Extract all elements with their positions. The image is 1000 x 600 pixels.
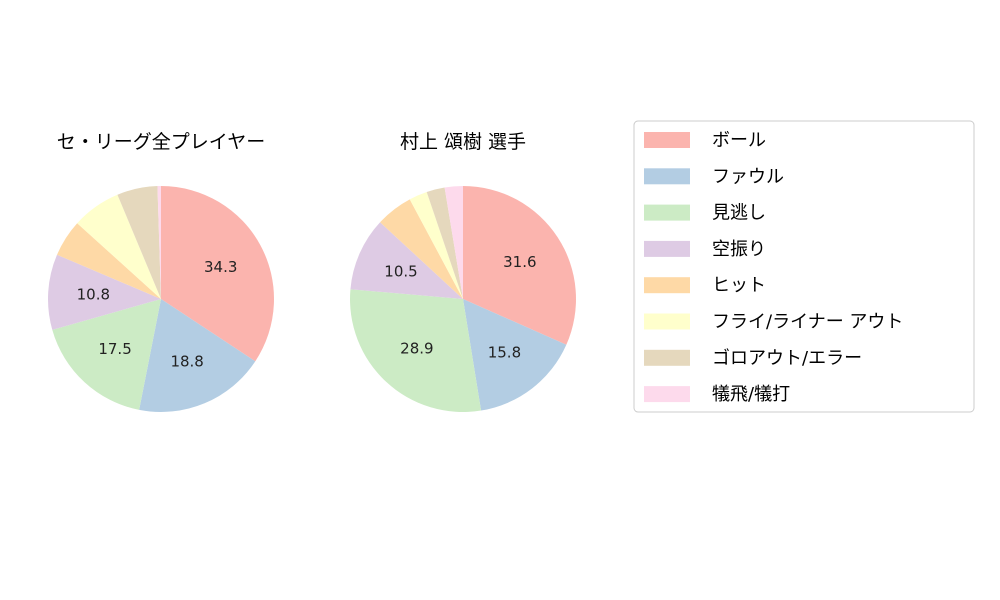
legend-label: ゴロアウト/エラー — [712, 348, 862, 369]
pie-title-1: セ・リーグ全プレイヤー — [57, 131, 265, 153]
pie-title-2: 村上 頌樹 選手 — [400, 131, 526, 153]
legend-label: ファウル — [712, 166, 784, 187]
pie-slice — [409, 191, 463, 299]
legend-label: ボール — [712, 130, 766, 151]
slice-data-label: 34.3 — [204, 258, 237, 276]
slice-data-label: 17.5 — [98, 340, 131, 358]
legend-swatch — [644, 168, 690, 185]
pie-slice — [350, 222, 463, 299]
legend-swatch — [644, 132, 690, 148]
pie-slice — [77, 194, 161, 299]
slice-data-label: 18.8 — [170, 353, 203, 371]
slice-data-label: 28.9 — [400, 340, 433, 358]
pie-slice — [426, 187, 463, 299]
legend-swatch — [644, 204, 690, 221]
pie-slice — [380, 199, 463, 299]
legend-swatch — [644, 277, 690, 294]
legend-swatch — [644, 386, 690, 403]
pie-slice — [48, 254, 162, 330]
slice-data-label: 10.5 — [384, 263, 417, 281]
pie-slice — [463, 186, 576, 345]
pie-slice — [463, 299, 567, 411]
legend-label: 犠飛/犠打 — [712, 384, 790, 405]
legend-label: ヒット — [712, 275, 766, 296]
legend-label: 空振り — [712, 239, 766, 260]
pie-slice — [57, 223, 161, 299]
legend-swatch — [644, 240, 690, 257]
slice-data-label: 15.8 — [488, 344, 521, 362]
slice-data-label: 31.6 — [503, 253, 536, 271]
slice-data-label: 10.8 — [77, 286, 110, 304]
legend-swatch — [644, 313, 690, 330]
legend-swatch — [644, 349, 690, 366]
pie-slice — [444, 186, 463, 299]
legend-label: 見逃し — [712, 203, 766, 224]
legend-frame — [633, 120, 975, 413]
pie-slice — [157, 186, 161, 299]
pie-slice — [350, 289, 482, 412]
legend-label: フライ/ライナー アウト — [712, 312, 903, 333]
pie-slice — [139, 299, 256, 412]
pie-slice — [117, 186, 161, 299]
pie-slice — [161, 185, 275, 362]
pie-slice — [52, 299, 161, 410]
